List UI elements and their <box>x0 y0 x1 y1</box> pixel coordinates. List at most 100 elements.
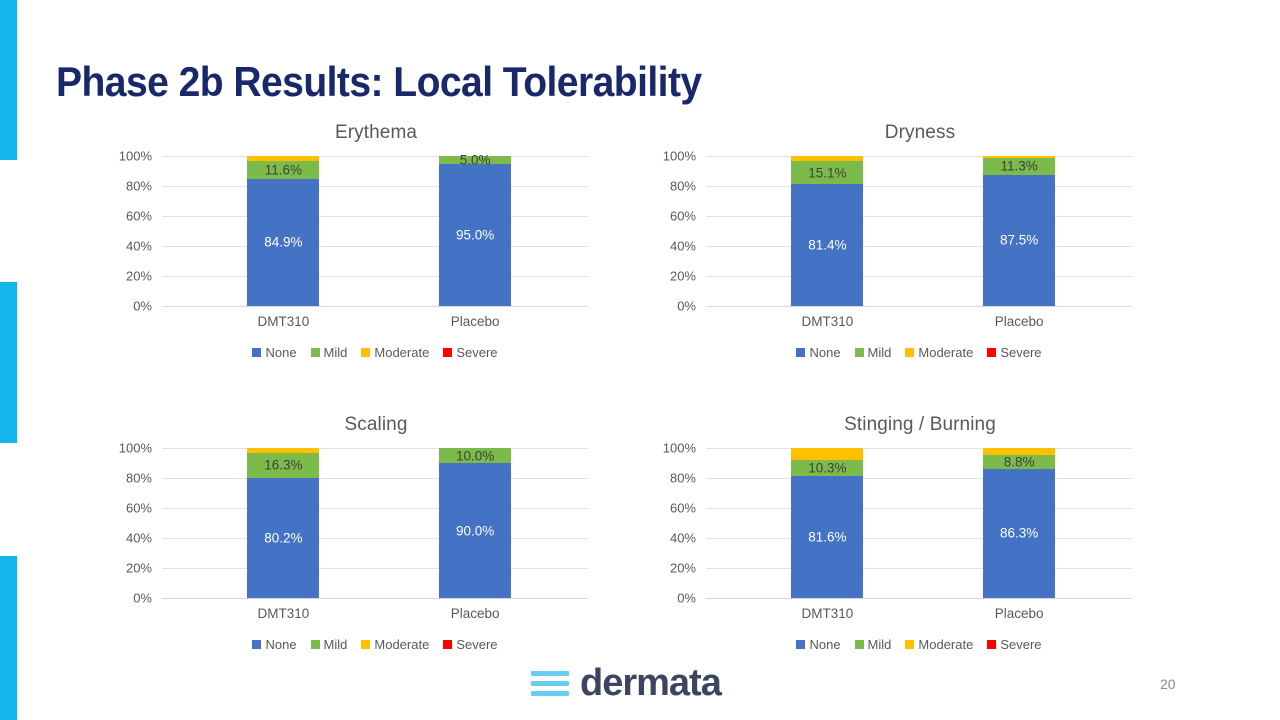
bar-segment-moderate[interactable] <box>791 156 864 162</box>
plot-area: 100% 80% 60% 40% 20% 0% 84.9% 11.6% 95.0% 5.0% DMT… <box>96 149 656 360</box>
legend-item-mild[interactable]: Mild <box>310 636 348 652</box>
gridline <box>706 478 1132 479</box>
legend-item-severe[interactable]: Severe <box>443 345 498 360</box>
bar-segment-none[interactable] <box>439 463 512 598</box>
bar-segment-none[interactable] <box>247 477 320 598</box>
three-bar-logo-mark-icon <box>531 670 569 696</box>
x-axis: DMT310 Placebo <box>706 606 1132 630</box>
legend-swatch-icon <box>443 347 453 357</box>
legend-label: Mild <box>323 636 348 652</box>
legend-item-none[interactable]: None <box>796 637 841 652</box>
gridline <box>706 186 1132 187</box>
gridline <box>162 598 588 599</box>
bar-segment-mild[interactable] <box>439 448 512 463</box>
gridline <box>706 306 1132 307</box>
bar-segment-none[interactable] <box>983 468 1056 598</box>
bar-value-label: 10.0% <box>455 448 495 463</box>
bar-value-label: 95.0% <box>455 227 495 243</box>
gridline <box>162 508 588 509</box>
legend-item-none[interactable]: None <box>796 344 841 360</box>
bar-value-label: 81.6% <box>808 529 847 545</box>
bar-segment-none[interactable] <box>983 174 1056 306</box>
legend-swatch-icon <box>443 639 453 649</box>
legend-item-none[interactable]: None <box>252 344 297 360</box>
bar-segment-mild[interactable] <box>983 455 1056 469</box>
plot-area: 100% 80% 60% 40% 20% 0% 81.6% 10.3% 86.3% 8.8% DMT… <box>640 441 1200 652</box>
legend-label: None <box>265 344 297 360</box>
bar-value-label: 16.3% <box>264 457 303 473</box>
bar-value-label: 81.4% <box>808 237 847 253</box>
gridline <box>706 568 1132 569</box>
gridline <box>162 478 588 479</box>
legend-swatch-icon <box>854 347 864 357</box>
plot-grid: 80.2% 16.3% 90.0% 10.0% <box>162 448 588 599</box>
y-axis-tick: 100% <box>662 440 696 456</box>
y-axis-tick: 40% <box>125 530 152 546</box>
plot-grid: 81.4% 15.1% 87.5% 11.3% <box>706 156 1132 307</box>
chart-scaling: Scaling 100% 80% 60% 40% 20% 0% 80.2% 16.3% 90.0%… <box>96 410 656 668</box>
legend-label: Severe <box>1000 344 1042 360</box>
y-axis: 100% 80% 60% 40% 20% 0% <box>96 149 158 314</box>
bars-layer: 81.6% 10.3% 86.3% 8.8% <box>706 448 1132 598</box>
dermata-logo: dermata <box>531 662 722 704</box>
gridline <box>162 538 588 539</box>
bar-value-label: 10.3% <box>808 460 847 476</box>
bar-value-label: 11.3% <box>1000 158 1038 174</box>
bars-layer: 81.4% 15.1% 87.5% 11.3% <box>706 156 1132 306</box>
chart-legend: None Mild Moderate Severe <box>162 634 588 654</box>
chart-dryness: Dryness 100% 80% 60% 40% 20% 0% 81.4% 15.1% 87.5%… <box>640 118 1200 376</box>
legend-swatch-icon <box>252 347 262 357</box>
page-number: 20 <box>1160 676 1176 692</box>
legend-item-mild[interactable]: Mild <box>310 345 347 360</box>
logo-wordmark: dermata <box>580 662 722 704</box>
legend-label: Moderate <box>918 636 974 652</box>
bar-segment-moderate[interactable] <box>983 448 1056 456</box>
chart-title: Scaling <box>344 414 408 435</box>
bars-layer: 80.2% 16.3% 90.0% 10.0% <box>162 448 588 598</box>
legend-item-severe[interactable]: Severe <box>987 637 1042 652</box>
legend-item-moderate[interactable]: Moderate <box>361 637 429 652</box>
y-axis: 100% 80% 60% 40% 20% 0% <box>640 441 702 606</box>
bar-value-label: 90.0% <box>455 523 495 538</box>
bar-segment-mild[interactable] <box>247 453 320 478</box>
legend-swatch-icon <box>310 347 320 357</box>
bar-segment-moderate[interactable] <box>791 448 864 461</box>
gridline <box>162 276 588 277</box>
gridline <box>706 508 1132 509</box>
bar-segment-mild[interactable] <box>983 157 1056 175</box>
y-axis-tick: 0% <box>133 298 152 314</box>
y-axis-tick: 20% <box>125 268 152 284</box>
bar-segment-moderate[interactable] <box>247 448 320 454</box>
legend-item-moderate[interactable]: Moderate <box>905 345 973 360</box>
chart-legend: None Mild Moderate Severe <box>162 342 588 362</box>
legend-label: Moderate <box>374 344 430 360</box>
gridline <box>706 538 1132 539</box>
legend-item-mild[interactable]: Mild <box>854 637 891 652</box>
legend-label: None <box>809 344 841 360</box>
legend-item-moderate[interactable]: Moderate <box>361 345 429 360</box>
bar-segment-none[interactable] <box>791 183 864 306</box>
legend-item-mild[interactable]: Mild <box>854 345 891 360</box>
bar-segment-mild[interactable] <box>791 161 864 184</box>
logo-bar-2 <box>531 680 569 686</box>
bar-value-label: 87.5% <box>999 232 1039 248</box>
legend-swatch-icon <box>310 639 320 649</box>
legend-item-severe[interactable]: Severe <box>987 344 1042 360</box>
x-axis: DMT310 Placebo <box>162 606 588 630</box>
accent-bar-middle <box>0 282 17 443</box>
x-axis-label: DMT310 <box>801 606 854 621</box>
bar-segment-none[interactable] <box>247 178 320 306</box>
bar-value-label: 11.6% <box>264 162 303 178</box>
bar-segment-mild[interactable] <box>791 460 864 476</box>
legend-item-none[interactable]: None <box>252 637 297 652</box>
bar-segment-mild[interactable] <box>247 161 320 179</box>
legend-item-severe[interactable]: Severe <box>443 637 498 652</box>
plot-area: 100% 80% 60% 40% 20% 0% 81.4% 15.1% 87.5% 11.3% DM… <box>640 149 1200 360</box>
bar-segment-moderate[interactable] <box>983 156 1056 158</box>
bar-segment-moderate[interactable] <box>247 156 320 162</box>
legend-item-moderate[interactable]: Moderate <box>905 637 973 652</box>
bar-segment-none[interactable] <box>439 163 512 306</box>
logo-bar-3 <box>531 690 569 696</box>
bar-segment-none[interactable] <box>791 475 864 598</box>
bar-segment-mild[interactable] <box>439 156 512 164</box>
